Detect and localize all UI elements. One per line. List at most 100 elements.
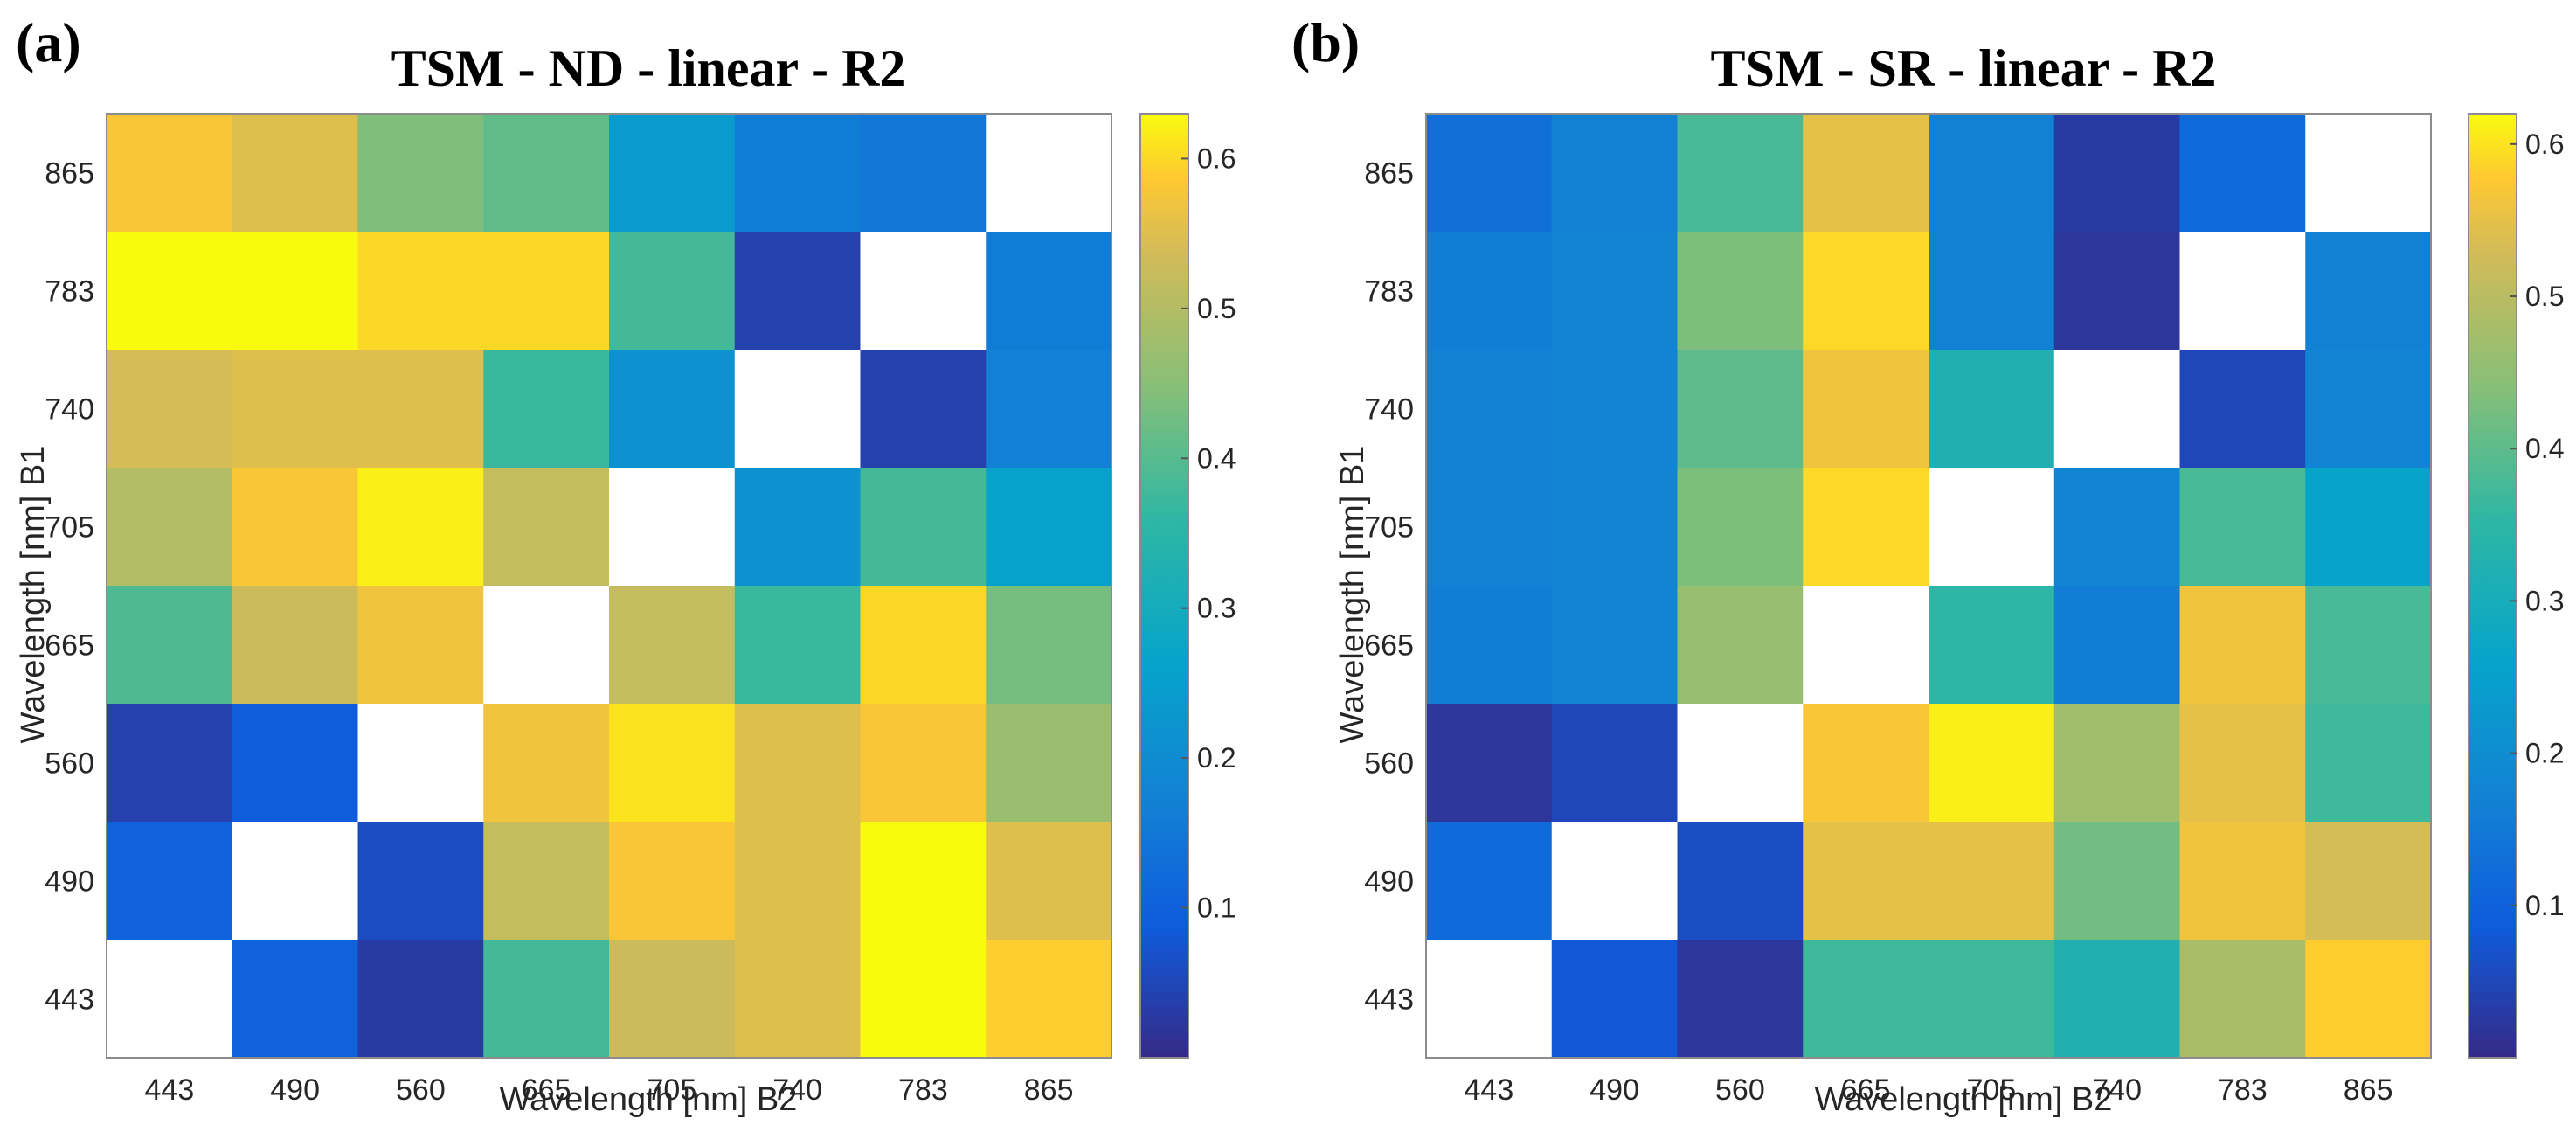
heatmap-cell [1551,114,1679,233]
heatmap-cell [232,350,359,469]
heatmap-cell [1929,586,2055,705]
colorbar-tick-label: 0.5 [2525,281,2564,312]
heatmap-cell [1929,822,2055,941]
heatmap-cell [1803,350,1929,469]
heatmap-cell [2305,468,2432,587]
y-tick-label: 865 [45,157,94,191]
heatmap-cell [609,114,736,233]
heatmap-cell [357,704,484,823]
heatmap-cell [1677,940,1804,1059]
heatmap-cell [2053,586,2181,705]
heatmap-cell [2053,114,2181,233]
heatmap-cell [357,114,484,233]
heatmap-cell [483,114,610,233]
y-tick-label: 783 [45,275,94,309]
heatmap-cell [1426,586,1553,705]
heatmap-cell [107,704,233,823]
heatmap-cell [1551,586,1679,705]
heatmap-cell [1677,114,1804,233]
heatmap-cell [107,822,233,941]
heatmap-cell [232,114,359,233]
heatmap-cell [986,468,1112,587]
heatmap-cell [1551,232,1679,351]
x-tick-label: 705 [1967,1073,2017,1107]
heatmap-cell [1426,232,1553,351]
heatmap-cell [2179,940,2306,1059]
heatmap-cell [357,350,484,469]
heatmap-cell [483,350,610,469]
heatmap-cell [609,822,736,941]
heatmap-cell [1929,704,2055,823]
y-tick-labels: 865 783 740 705 665 560 490 443 [45,157,94,1017]
heatmap-cell [232,704,359,823]
heatmap-cell [107,586,233,705]
colorbar-tick-label: 0.3 [1197,593,1236,624]
colorbar-tick-label: 0.5 [1197,293,1236,324]
heatmap-cell [232,586,359,705]
plot-frame [1425,113,2432,1059]
heatmap-cell [2053,232,2181,351]
heatmap-cell [2053,350,2181,469]
heatmap-cell [1803,468,1929,587]
colorbar-tick-label: 0.2 [2525,738,2564,769]
heatmap-cell [357,232,484,351]
heatmap-cell [1803,704,1929,823]
heatmap-cell [734,468,862,587]
y-axis-label: Wavelength [nm] B1 [15,446,52,744]
heatmap-cell [1426,822,1553,941]
heatmap-cell [483,704,610,823]
heatmap-cell [986,586,1112,705]
y-tick-label: 443 [45,983,94,1017]
heatmap-cell [860,350,987,469]
heatmap-cell [860,822,987,941]
heatmap-cell [609,586,736,705]
heatmap-cell [734,232,862,351]
colorbar [2468,113,2517,1059]
colorbar-tick-labels: 0.1 0.2 0.3 0.4 0.5 0.6 [2510,128,2564,921]
x-tick-label: 443 [1465,1073,1514,1107]
heatmap-cell [2179,232,2306,351]
heatmap-cell [357,940,484,1059]
heatmap-cell [232,940,359,1059]
heatmap-cell [1677,350,1804,469]
heatmap-cell [860,586,987,705]
y-tick-label: 665 [1364,629,1414,663]
heatmap-cell [986,232,1112,351]
heatmap-cell [1426,350,1553,469]
heatmap-cell [1803,586,1929,705]
y-tick-label: 490 [45,865,94,899]
y-tick-label: 865 [1364,157,1414,191]
heatmap-cell [107,114,233,233]
heatmap-cell [609,940,736,1059]
heatmap-cells [1425,113,2432,1059]
heatmap-cell [860,232,987,351]
heatmap-cell [2305,586,2432,705]
heatmap-cell [357,468,484,587]
colorbar-tick-label: 0.4 [1197,442,1236,474]
y-tick-label: 665 [45,629,94,663]
x-tick-label: 443 [145,1073,195,1107]
colorbar-tick-label: 0.6 [1197,142,1236,174]
heatmap-cell [107,232,233,351]
heatmap-cell [2305,232,2432,351]
heatmap-cell [1551,822,1679,941]
heatmap-cell [1929,232,2055,351]
heatmap-cell [107,350,233,469]
heatmap-cell [232,232,359,351]
x-tick-label: 705 [647,1073,697,1107]
heatmap-cell [1929,114,2055,233]
colorbar-tick-label: 0.1 [2525,890,2564,921]
heatmap-cell [1929,468,2055,587]
heatmap-cell [357,822,484,941]
y-tick-label: 560 [1364,747,1414,781]
y-axis-label: Wavelength [nm] B1 [1334,446,1371,744]
heatmap-cell [2305,940,2432,1059]
heatmap-cell [1929,940,2055,1059]
colorbar [1139,113,1189,1059]
heatmap-cell [860,940,987,1059]
chart-title: TSM - ND - linear - R2 [391,39,906,97]
heatmap-cell [232,822,359,941]
panel-label: (a) [16,11,81,73]
heatmap-cell [1426,704,1553,823]
